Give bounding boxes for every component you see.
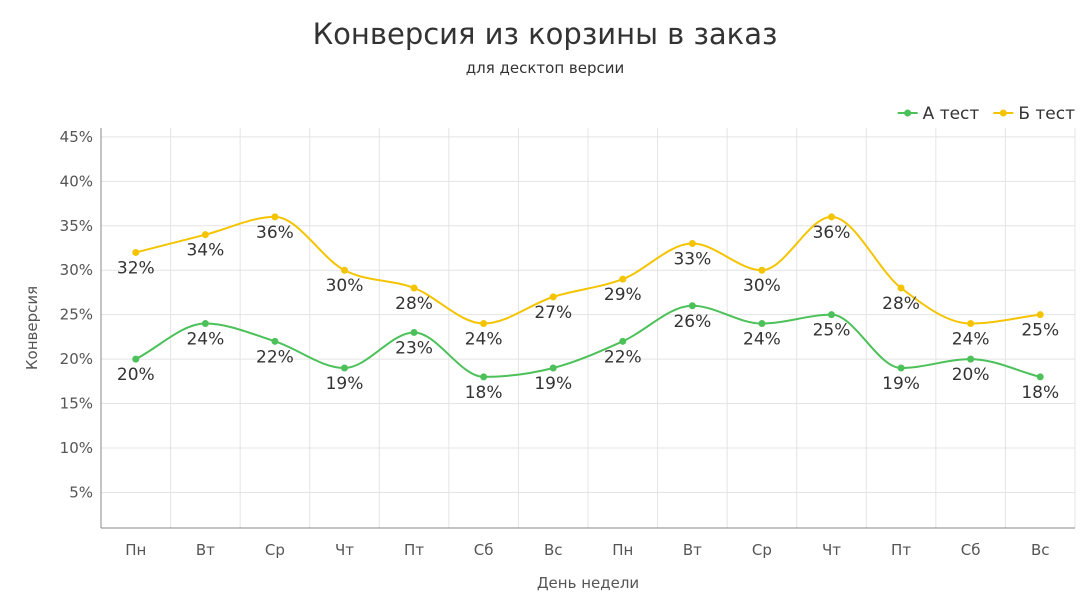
data-label: 19% — [882, 374, 920, 394]
data-label: 36% — [256, 223, 294, 243]
y-tick-label: 20% — [60, 350, 93, 368]
data-label: 27% — [534, 303, 572, 323]
data-point[interactable] — [341, 266, 348, 274]
series-line — [135, 215, 1041, 325]
y-tick-label: 15% — [60, 395, 93, 413]
x-tick-label: Ср — [752, 541, 772, 559]
data-point[interactable] — [967, 355, 975, 363]
data-point[interactable] — [897, 364, 905, 372]
x-axis-label: День недели — [537, 574, 639, 592]
y-tick-label: 5% — [69, 483, 93, 501]
y-axis-ticks: 5% 10% 15% 20% 25% 30% 35% 40% 45% — [60, 128, 93, 502]
x-tick-label: Пт — [404, 541, 424, 559]
legend-marker-dot — [904, 109, 912, 117]
x-tick-label: Пн — [612, 541, 633, 559]
x-tick-label: Ср — [265, 541, 285, 559]
data-point[interactable] — [132, 355, 140, 363]
data-label: 24% — [465, 330, 503, 350]
data-label: 34% — [186, 241, 224, 261]
x-tick-label: Пт — [891, 541, 911, 559]
data-point[interactable] — [828, 311, 835, 319]
series-2: 32% 34% 36% 30% 28% 24% 27% 29% 33% 30% 36% 28% 24% 2… — [117, 213, 1059, 350]
data-label: 24% — [743, 330, 781, 350]
data-label: 25% — [1021, 321, 1059, 341]
data-point[interactable] — [410, 284, 418, 292]
legend-item[interactable]: А тест — [897, 104, 980, 124]
y-tick-label: 10% — [60, 439, 93, 457]
x-tick-label: Пн — [125, 541, 146, 559]
y-axis-label: Конверсия — [23, 286, 41, 370]
x-tick-label: Чт — [822, 541, 841, 559]
data-point[interactable] — [967, 320, 975, 328]
data-label: 29% — [604, 285, 642, 305]
data-point[interactable] — [688, 302, 696, 310]
x-tick-label: Вс — [1031, 541, 1050, 559]
data-point[interactable] — [480, 320, 488, 328]
data-label: 30% — [326, 276, 364, 296]
data-label: 28% — [395, 294, 433, 314]
y-tick-label: 45% — [60, 128, 93, 146]
data-label: 19% — [326, 374, 364, 394]
y-tick-label: 35% — [60, 217, 93, 235]
data-label: 32% — [117, 258, 155, 278]
data-point[interactable] — [341, 364, 348, 372]
data-label: 20% — [952, 365, 990, 385]
chart-subtitle: для десктоп версии — [466, 59, 624, 77]
x-tick-label: Сб — [961, 541, 981, 559]
legend-marker-dot — [999, 109, 1007, 117]
data-point[interactable] — [619, 275, 627, 283]
data-point[interactable] — [549, 293, 557, 301]
data-label: 30% — [743, 276, 781, 296]
legend-label: Б тест — [1018, 104, 1075, 124]
y-tick-label: 40% — [60, 172, 93, 190]
data-point[interactable] — [549, 364, 557, 372]
x-tick-label: Вт — [683, 541, 702, 559]
series-layer: 20% 24% 22% 19% 23% 18% 19% 22% 26% 24% 25% 19% 20% 1… — [117, 213, 1059, 403]
data-point[interactable] — [688, 240, 696, 248]
data-point[interactable] — [410, 328, 418, 336]
data-point[interactable] — [201, 320, 209, 328]
legend[interactable]: Б тест А тест — [897, 104, 1075, 124]
data-label: 22% — [604, 347, 642, 367]
data-point[interactable] — [619, 337, 627, 345]
data-label: 24% — [186, 330, 224, 350]
data-label: 23% — [395, 338, 433, 358]
data-point[interactable] — [132, 248, 140, 256]
data-label: 19% — [534, 374, 572, 394]
data-point[interactable] — [271, 337, 279, 345]
data-point[interactable] — [758, 266, 766, 274]
data-point[interactable] — [1036, 373, 1044, 381]
data-label: 20% — [117, 365, 155, 385]
data-point[interactable] — [1036, 311, 1044, 319]
data-point[interactable] — [201, 231, 209, 239]
series-line — [135, 304, 1041, 378]
grid — [101, 128, 1076, 528]
data-point[interactable] — [480, 373, 488, 381]
data-label: 25% — [813, 321, 851, 341]
y-tick-label: 25% — [60, 306, 93, 324]
x-axis-ticks: Пн Вт Ср Чт Пт Сб Вс Пн Вт Ср Чт Пт Сб Вс — [125, 541, 1049, 559]
legend-label: А тест — [923, 104, 980, 124]
data-label: 28% — [882, 294, 920, 314]
x-tick-label: Вс — [544, 541, 563, 559]
data-label: 36% — [813, 223, 851, 243]
data-label: 33% — [673, 250, 711, 270]
data-point[interactable] — [271, 213, 279, 221]
data-point[interactable] — [828, 213, 835, 221]
legend-item[interactable]: Б тест — [993, 104, 1075, 124]
data-point[interactable] — [758, 320, 766, 328]
data-label: 26% — [673, 312, 711, 332]
x-tick-label: Сб — [474, 541, 494, 559]
data-label: 18% — [1021, 383, 1059, 403]
chart-title: Конверсия из корзины в заказ — [313, 17, 778, 51]
data-point[interactable] — [897, 284, 905, 292]
series-1: 20% 24% 22% 19% 23% 18% 19% 22% 26% 24% 25% 19% 20% 1… — [117, 302, 1059, 403]
data-label: 24% — [952, 330, 990, 350]
data-label: 22% — [256, 347, 294, 367]
y-tick-label: 30% — [60, 261, 93, 279]
data-label: 18% — [465, 383, 503, 403]
x-tick-label: Чт — [335, 541, 354, 559]
x-tick-label: Вт — [196, 541, 215, 559]
